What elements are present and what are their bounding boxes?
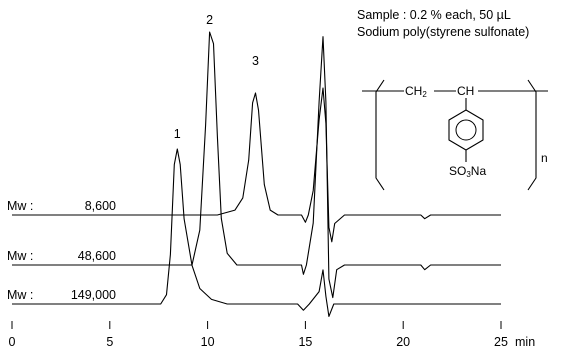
x-tick-label-0: 0 xyxy=(9,335,16,349)
structure-repeat-label: n xyxy=(541,151,548,165)
benzene-ring xyxy=(448,109,484,151)
series-label-prefix-3: Mw : xyxy=(7,288,33,302)
trace-series-2 xyxy=(12,31,501,299)
x-axis: 0 5 10 15 20 25 min xyxy=(9,321,535,349)
structure-so3na-label: SO3Na xyxy=(449,164,486,179)
series-label-value-1: 8,600 xyxy=(85,199,116,213)
sample-note-line1: Sample : 0.2 % each, 50 µL xyxy=(357,8,511,22)
x-tick-label-25: 25 xyxy=(494,335,508,349)
x-tick-label-10: 10 xyxy=(201,335,215,349)
series-label-prefix-2: Mw : xyxy=(7,249,33,263)
peak-label-3: 3 xyxy=(252,54,259,68)
structure-left-bracket xyxy=(375,79,385,191)
peak-label-2: 2 xyxy=(206,13,213,27)
x-tick-label-15: 15 xyxy=(298,335,312,349)
x-tick-label-5: 5 xyxy=(106,335,113,349)
structure-ch-label: CH xyxy=(457,84,474,98)
series-label-prefix-1: Mw : xyxy=(7,199,33,213)
sample-note-line2: Sodium poly(styrene sulfonate) xyxy=(357,25,530,39)
sample-note: Sample : 0.2 % each, 50 µL Sodium poly(s… xyxy=(357,7,529,41)
chromatogram-traces xyxy=(12,31,501,317)
structure-right-bracket xyxy=(527,79,537,191)
structure-ch2-label: CH2 xyxy=(405,84,427,99)
x-tick-label-20: 20 xyxy=(396,335,410,349)
series-labels: Mw : 8,600 Mw : 48,600 Mw : 149,000 xyxy=(7,199,116,302)
peak-labels: 1 2 3 xyxy=(174,13,259,141)
series-label-value-2: 48,600 xyxy=(78,249,116,263)
peak-label-1: 1 xyxy=(174,127,181,141)
polymer-structure: CH2 CH SO3Na n xyxy=(362,79,548,191)
trace-series-3 xyxy=(12,148,501,317)
series-label-value-3: 149,000 xyxy=(71,288,116,302)
trace-series-1 xyxy=(12,87,501,243)
benzene-ring-circle xyxy=(455,119,477,141)
x-axis-unit: min xyxy=(515,335,535,349)
